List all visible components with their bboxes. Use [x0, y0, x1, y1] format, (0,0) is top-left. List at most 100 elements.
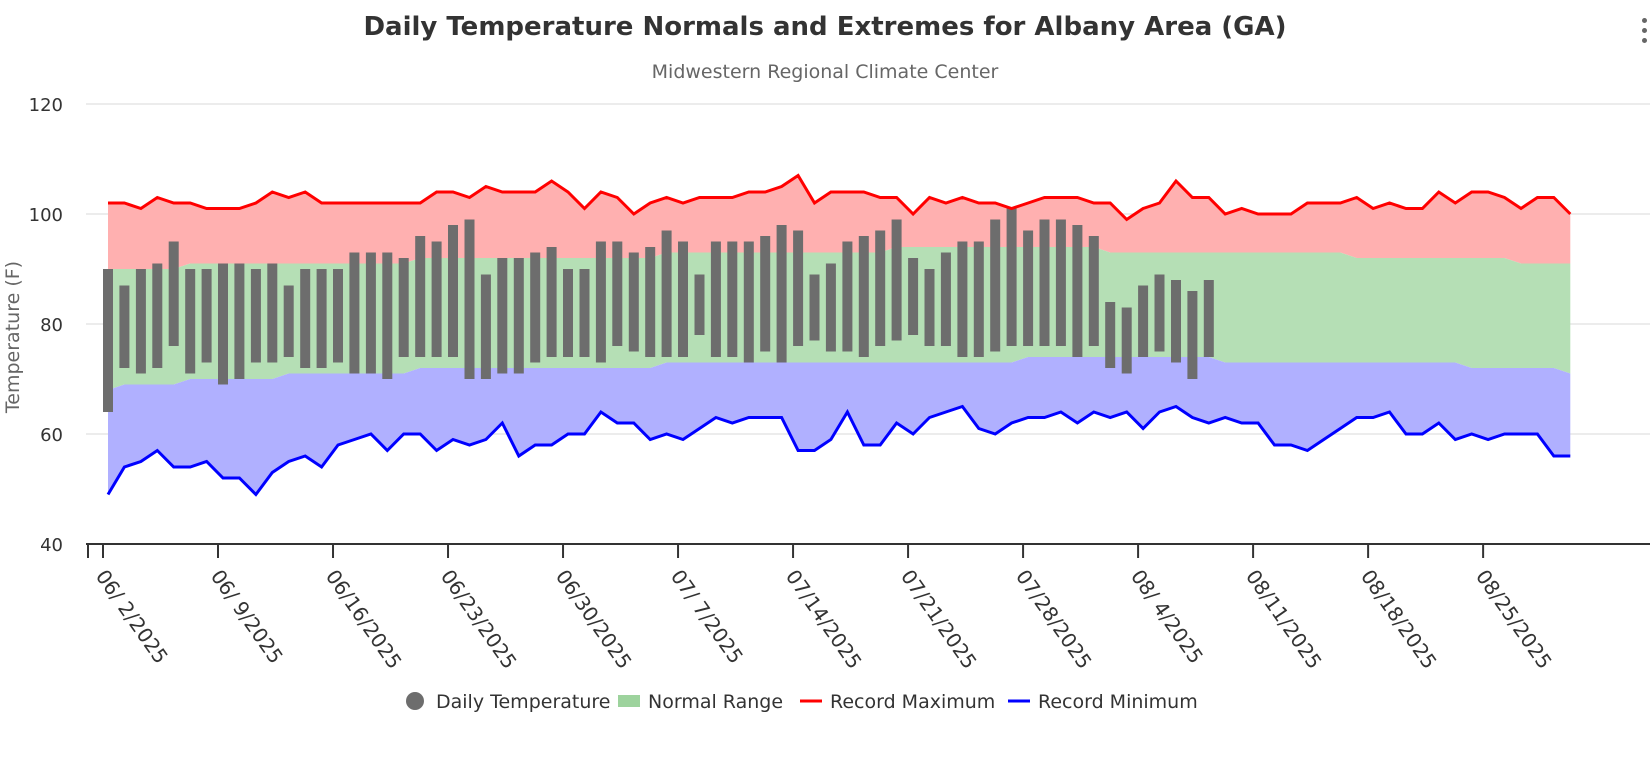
x-tick-label: 07/14/2025	[781, 565, 867, 673]
record-min-line	[106, 404, 1571, 497]
x-tick-label: 06/16/2025	[321, 565, 407, 673]
daily-temp-bar[interactable]	[891, 219, 902, 341]
y-axis-title: Temperature (F)	[2, 261, 24, 414]
daily-temp-bar[interactable]	[152, 263, 163, 369]
chart-subtitle: Midwestern Regional Climate Center	[651, 61, 999, 83]
daily-temp-bar[interactable]	[431, 241, 442, 358]
x-tick-label: 08/ 4/2025	[1126, 565, 1208, 668]
daily-temp-bar[interactable]	[694, 274, 705, 336]
daily-temp-bar[interactable]	[201, 269, 212, 363]
daily-temp-bar[interactable]	[1006, 208, 1017, 347]
daily-temp-bar[interactable]	[924, 269, 935, 346]
daily-temp-bar[interactable]	[497, 258, 508, 374]
daily-temp-bar[interactable]	[1138, 285, 1149, 358]
daily-temp-bar[interactable]	[776, 225, 787, 363]
daily-temp-bar[interactable]	[858, 236, 869, 357]
daily-temp-bar[interactable]	[119, 285, 130, 369]
daily-temp-bar[interactable]	[710, 241, 721, 358]
daily-temp-bar[interactable]	[1023, 230, 1034, 347]
daily-temp-bar[interactable]	[1121, 307, 1132, 374]
x-tick-label: 08/18/2025	[1356, 565, 1442, 673]
legend-label: Normal Range	[648, 691, 783, 713]
x-tick-label: 06/ 2/2025	[91, 565, 173, 668]
daily-temp-bar[interactable]	[283, 285, 294, 358]
daily-temp-bar[interactable]	[168, 241, 179, 347]
x-tick-label: 08/11/2025	[1241, 565, 1327, 673]
daily-temp-bar[interactable]	[825, 263, 836, 352]
daily-temp-bar[interactable]	[513, 258, 524, 374]
y-tick-label: 120	[29, 95, 63, 116]
daily-temp-bar[interactable]	[727, 241, 738, 358]
legend-item-daily[interactable]: Daily Temperature	[406, 691, 610, 713]
daily-temp-bar[interactable]	[185, 269, 196, 374]
daily-temp-bar[interactable]	[415, 236, 426, 357]
daily-temp-bar[interactable]	[957, 241, 968, 358]
area-layer	[108, 175, 1571, 495]
daily-temp-bar[interactable]	[349, 252, 360, 374]
chart-title: Daily Temperature Normals and Extremes f…	[363, 12, 1287, 42]
daily-temp-bar[interactable]	[1072, 225, 1083, 357]
daily-bars	[103, 208, 1214, 412]
legend-label: Record Minimum	[1038, 691, 1198, 713]
context-menu-icon[interactable]	[1640, 18, 1650, 48]
daily-temp-bar[interactable]	[1105, 302, 1116, 368]
daily-temp-bar[interactable]	[365, 252, 376, 374]
daily-temp-bar[interactable]	[875, 230, 886, 347]
daily-temp-bar[interactable]	[645, 247, 656, 357]
daily-temp-bar[interactable]	[135, 269, 146, 374]
daily-temp-bar[interactable]	[267, 263, 278, 363]
daily-temp-bar[interactable]	[908, 258, 919, 335]
daily-temp-bar[interactable]	[842, 241, 853, 352]
daily-temp-bar[interactable]	[448, 225, 458, 357]
daily-temp-bar[interactable]	[990, 219, 1001, 352]
record-max-line	[108, 173, 1572, 222]
daily-temp-bar[interactable]	[316, 269, 327, 368]
daily-temp-bar[interactable]	[579, 269, 590, 357]
daily-temp-bar[interactable]	[678, 241, 688, 358]
daily-temp-bar[interactable]	[218, 263, 228, 385]
daily-temp-bar[interactable]	[809, 274, 820, 341]
legend-item-normal[interactable]: Normal Range	[618, 691, 783, 713]
daily-temp-bar[interactable]	[1154, 274, 1165, 352]
x-tick-label: 07/21/2025	[896, 565, 982, 673]
daily-temp-bar[interactable]	[103, 269, 113, 412]
daily-temp-bar[interactable]	[1055, 219, 1066, 347]
legend-item-recmax[interactable]: Record Maximum	[800, 691, 995, 713]
daily-temp-bar[interactable]	[234, 263, 245, 380]
daily-temp-bar[interactable]	[595, 241, 606, 363]
daily-temp-bar[interactable]	[743, 241, 754, 363]
daily-temp-bar[interactable]	[300, 269, 311, 368]
x-tick-label: 08/25/2025	[1471, 565, 1557, 673]
legend: Daily Temperature Normal Range Record Maxi…	[406, 691, 1198, 713]
daily-temp-bar[interactable]	[1039, 219, 1050, 347]
daily-temp-bar[interactable]	[628, 252, 639, 352]
daily-temp-bar[interactable]	[1088, 236, 1099, 346]
daily-temp-bar[interactable]	[480, 274, 491, 380]
daily-temp-bar[interactable]	[661, 230, 672, 358]
daily-temp-bar[interactable]	[382, 252, 393, 380]
daily-temp-bar[interactable]	[940, 252, 951, 347]
y-tick-label: 80	[40, 315, 63, 336]
daily-temp-bar[interactable]	[1171, 280, 1181, 363]
daily-temp-bar[interactable]	[563, 269, 573, 357]
legend-symbol	[406, 692, 424, 710]
daily-temp-bar[interactable]	[333, 269, 343, 363]
daily-temp-bar[interactable]	[546, 247, 557, 357]
x-tick-label: 06/ 9/2025	[206, 565, 288, 668]
daily-temp-bar[interactable]	[250, 269, 261, 363]
legend-label: Daily Temperature	[436, 691, 610, 713]
y-tick-label: 40	[40, 535, 63, 556]
daily-temp-bar[interactable]	[1187, 291, 1198, 379]
daily-temp-bar[interactable]	[530, 252, 541, 363]
daily-temp-bar[interactable]	[398, 258, 409, 357]
legend-item-recmin[interactable]: Record Minimum	[1008, 691, 1198, 713]
x-tick-label: 07/ 7/2025	[666, 565, 748, 668]
daily-temp-bar[interactable]	[1203, 280, 1214, 357]
y-tick-label: 60	[40, 425, 63, 446]
daily-temp-bar[interactable]	[760, 236, 771, 352]
daily-temp-bar[interactable]	[973, 241, 984, 358]
daily-temp-bar[interactable]	[793, 230, 804, 347]
daily-temp-bar[interactable]	[464, 219, 475, 380]
daily-temp-bar[interactable]	[612, 241, 623, 347]
